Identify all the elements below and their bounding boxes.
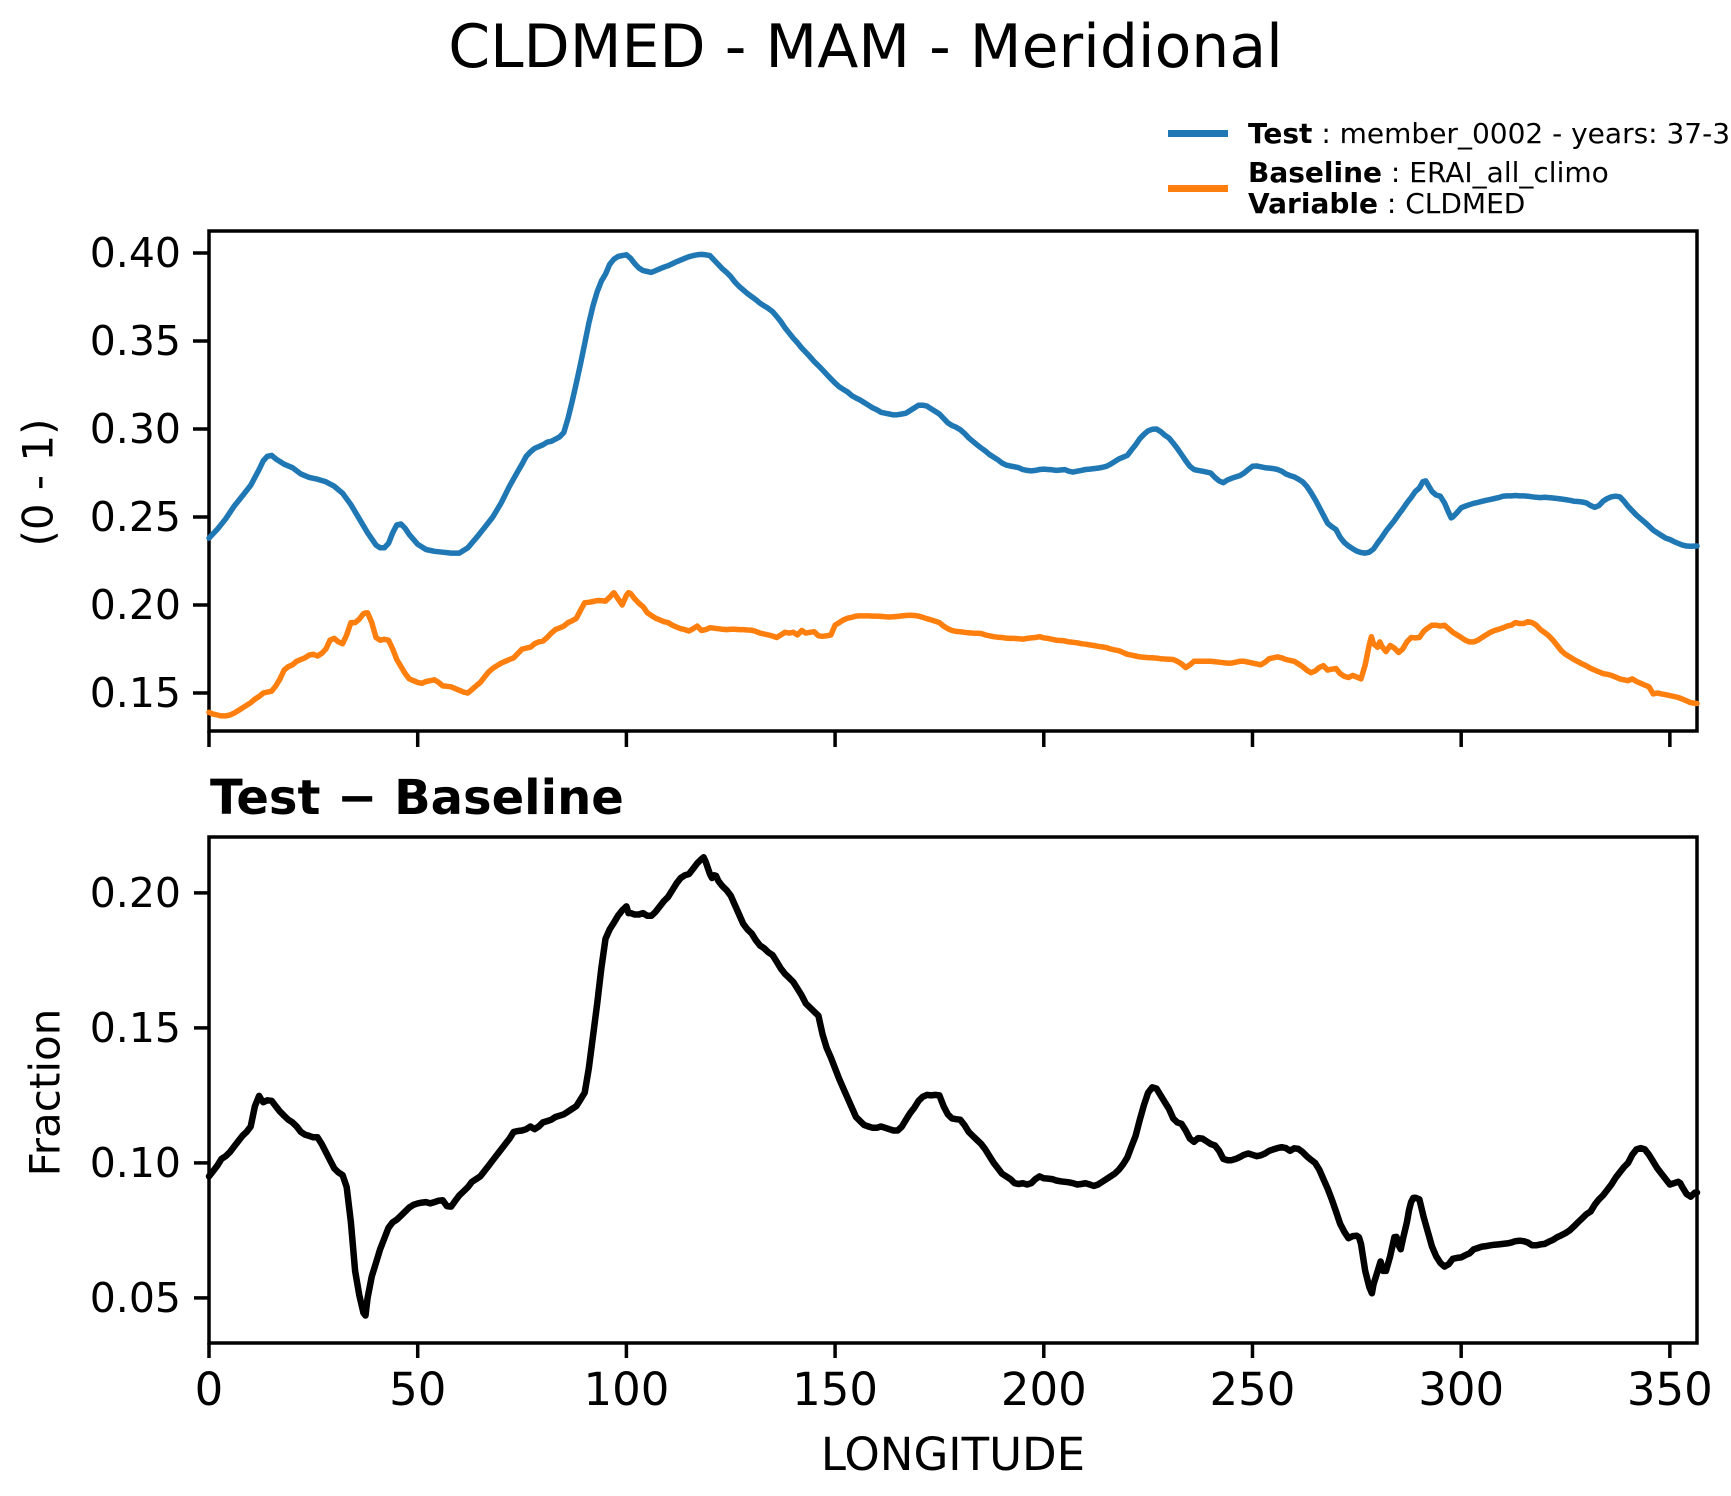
bottom-panel-xtick-label: 50: [389, 1363, 446, 1416]
legend-rest-variable: : CLDMED: [1377, 187, 1526, 220]
bottom-panel-ytick-label: 0.15: [90, 1004, 181, 1052]
legend-entry-baseline: Baseline : ERAI_all_climo Variable : CLD…: [1168, 157, 1731, 219]
legend-key-baseline: Baseline: [1248, 156, 1383, 189]
top-panel-series-baseline-erai-all-climo: [206, 589, 1700, 719]
legend-label-baseline: Baseline : ERAI_all_climo Variable : CLD…: [1248, 157, 1609, 219]
top-panel-ytick-label: 0.35: [90, 317, 181, 365]
bottom-panel-xtick-label: 100: [583, 1363, 669, 1416]
bottom-panel-xtick-label: 200: [1001, 1363, 1087, 1416]
legend-label-test: Test : member_0002 - years: 37-37: [1248, 118, 1731, 149]
legend: Test : member_0002 - years: 37-37 Baseli…: [1168, 118, 1731, 219]
legend-rest-test: : member_0002 - years: 37-37: [1312, 117, 1731, 150]
baseline-line-swatch: [1168, 184, 1228, 192]
top-panel-ytick-label: 0.15: [90, 669, 181, 717]
top-panel-ytick-label: 0.25: [90, 493, 181, 541]
chart-title: CLDMED - MAM - Meridional: [448, 12, 1283, 82]
test-line-swatch: [1168, 130, 1228, 137]
top-panel-ytick-label: 0.20: [90, 581, 181, 629]
legend-variable-line: Variable : CLDMED: [1248, 188, 1609, 219]
bottom-panel-title: Test − Baseline: [210, 770, 624, 826]
legend-rest-baseline: : ERAI_all_climo: [1382, 156, 1609, 189]
bottom-panel-xtick-label: 150: [792, 1363, 878, 1416]
top-panel-ytick-label: 0.30: [90, 405, 181, 453]
bottom-panel-frame: [207, 835, 1699, 1345]
legend-entry-test: Test : member_0002 - years: 37-37: [1168, 118, 1731, 149]
bottom-panel-xtick-label: 350: [1627, 1363, 1713, 1416]
legend-baseline-line: Baseline : ERAI_all_climo: [1248, 157, 1609, 188]
bottom-panel-series-test-minus-baseline: [205, 854, 1701, 1319]
bottom-panel-xtick-label: 250: [1210, 1363, 1296, 1416]
top-panel-series-test-member-0002-years-37-37: [206, 251, 1700, 556]
legend-key-variable: Variable: [1248, 187, 1378, 220]
bottom-panel-ytick-label: 0.05: [90, 1274, 181, 1322]
bottom-panel-xtick-label: 300: [1418, 1363, 1504, 1416]
bottom-panel-ytick-label: 0.10: [90, 1139, 181, 1187]
top-panel-frame: [207, 229, 1699, 733]
bottom-panel-xtick-label: 0: [195, 1363, 224, 1416]
top-panel-ytick-label: 0.40: [90, 229, 181, 277]
bottom-panel-ytick-label: 0.20: [90, 869, 181, 917]
legend-key-test: Test: [1248, 117, 1313, 150]
x-axis-label: LONGITUDE: [820, 1428, 1086, 1481]
